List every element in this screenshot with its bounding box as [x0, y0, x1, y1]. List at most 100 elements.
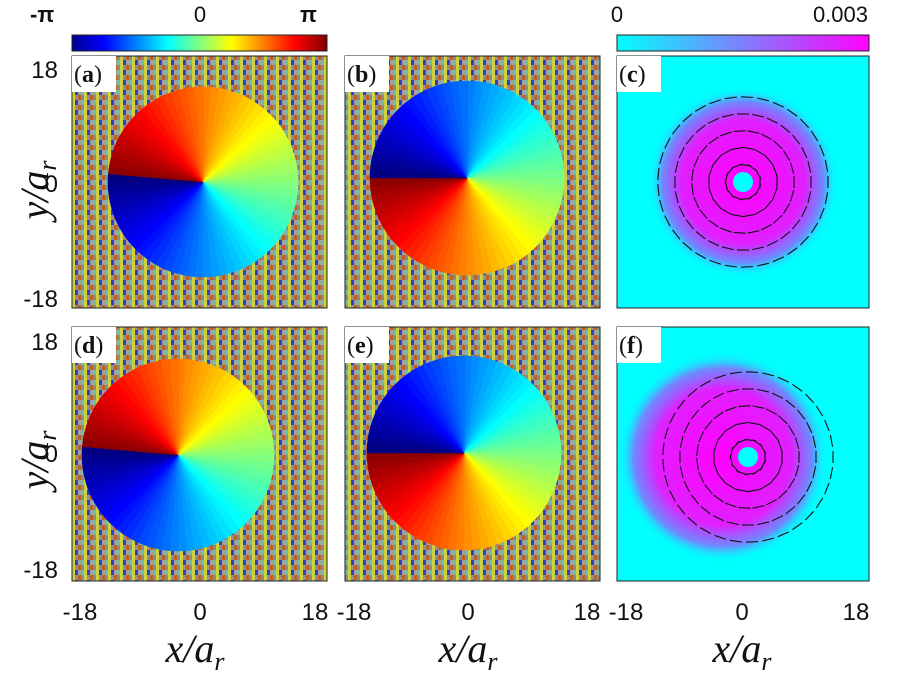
flow-arrow	[713, 411, 724, 420]
flow-arrow	[789, 162, 795, 175]
flow-arrow	[759, 424, 771, 432]
vortex-core	[738, 447, 758, 467]
flow-arrow	[746, 371, 759, 373]
flow-arrow	[815, 405, 824, 417]
flow-arrow	[704, 419, 713, 430]
flow-arrow	[669, 412, 676, 424]
flow-arrow	[819, 207, 825, 220]
flow-arrow	[754, 207, 766, 215]
x-tick-label: 18	[843, 599, 870, 626]
panel-a: (a)	[71, 55, 328, 309]
density-min-label: 0	[611, 2, 623, 27]
flow-arrow	[810, 222, 819, 234]
flow-arrow	[712, 392, 725, 399]
flow-arrow	[760, 133, 773, 140]
phase-sector	[194, 86, 205, 183]
panel-frame	[616, 326, 870, 582]
flow-arrow	[791, 219, 801, 230]
y-tick-label: 0	[45, 441, 58, 468]
flow-arrow	[764, 155, 774, 166]
panel-label: (a)	[74, 62, 102, 88]
flow-arrow	[657, 184, 660, 197]
flow-arrow	[792, 383, 803, 392]
phase-sector	[458, 80, 469, 179]
flow-arrow	[721, 113, 734, 118]
flow-arrow	[759, 443, 767, 455]
flow-arrow	[759, 482, 771, 490]
flow-arrow	[708, 164, 714, 177]
flow-arrow	[778, 489, 788, 499]
flow-arrow	[777, 462, 783, 475]
flow-arrow	[657, 167, 660, 180]
flow-arrow	[794, 464, 800, 477]
flow-arrow	[696, 457, 699, 470]
x-tick-label: 0	[193, 599, 206, 626]
flow-arrow	[787, 425, 796, 436]
flow-arrow	[708, 136, 719, 145]
flow-arrow	[682, 113, 693, 123]
phase-min-label: -π	[30, 2, 54, 27]
flow-arrow	[708, 187, 714, 200]
flow-arrow	[725, 424, 737, 432]
flow-arrow	[683, 421, 690, 434]
y-tick-label: -18	[23, 557, 58, 584]
panel-frame	[344, 55, 601, 309]
flow-arrow	[691, 169, 694, 182]
panel-frame	[344, 326, 601, 582]
flow-arrow	[709, 259, 722, 265]
flow-arrow	[769, 430, 779, 441]
flow-arrow	[764, 198, 774, 209]
flow-arrow	[720, 131, 732, 137]
flow-arrow	[659, 200, 664, 212]
flow-arrow	[824, 192, 829, 205]
flow-arrow	[757, 388, 770, 393]
x-axis-label-col1: x/ar	[165, 626, 226, 673]
flow-arrow	[677, 399, 686, 410]
flow-arrow	[742, 146, 755, 151]
flow-arrow	[690, 409, 700, 420]
flow-arrow	[787, 108, 798, 117]
flow-arrow	[699, 209, 708, 220]
panel-f: (f)	[616, 326, 870, 582]
flow-arrow	[829, 467, 834, 480]
flow-arrow	[733, 130, 746, 133]
flow-arrow	[772, 256, 784, 263]
x-ticks-col3: -18 0 18	[609, 599, 870, 626]
flow-arrow	[792, 522, 803, 531]
flow-arrow	[693, 155, 700, 168]
flow-arrow	[678, 146, 685, 159]
x-axis-label-col3: x/ar	[712, 626, 773, 673]
flow-arrow	[777, 531, 789, 538]
flow-arrow	[796, 409, 806, 420]
flow-arrow	[700, 505, 711, 515]
flow-arrow	[712, 198, 722, 209]
y-tick-label: 18	[31, 57, 58, 84]
flow-arrow	[806, 480, 813, 493]
flow-arrow	[804, 393, 815, 404]
flow-arrow	[717, 473, 727, 484]
flow-arrow	[674, 160, 679, 173]
flow-arrow	[713, 462, 719, 475]
phase-mid-label: 0	[194, 2, 206, 27]
flow-arrow	[738, 506, 751, 509]
flow-arrow	[824, 419, 830, 432]
flow-arrow	[725, 406, 737, 412]
flow-arrow	[698, 430, 705, 443]
flow-arrow	[760, 224, 773, 231]
y-axis-label-top: y/ar	[12, 160, 62, 224]
flow-arrow	[778, 415, 788, 425]
flow-arrow	[789, 189, 795, 202]
flow-arrow	[695, 230, 706, 240]
flow-arrow	[815, 497, 824, 509]
x-axis-label-col2: x/ar	[438, 626, 499, 673]
flow-arrow	[690, 494, 700, 505]
flow-arrow	[794, 437, 800, 450]
flow-arrow	[762, 537, 775, 542]
flow-arrow	[733, 231, 746, 234]
flow-arrow	[772, 164, 778, 177]
flow-arrow	[824, 159, 829, 172]
flow-arrow	[812, 435, 817, 448]
y-ticks-row1: 18 0 -18	[23, 57, 58, 313]
phase-sector	[169, 358, 180, 456]
